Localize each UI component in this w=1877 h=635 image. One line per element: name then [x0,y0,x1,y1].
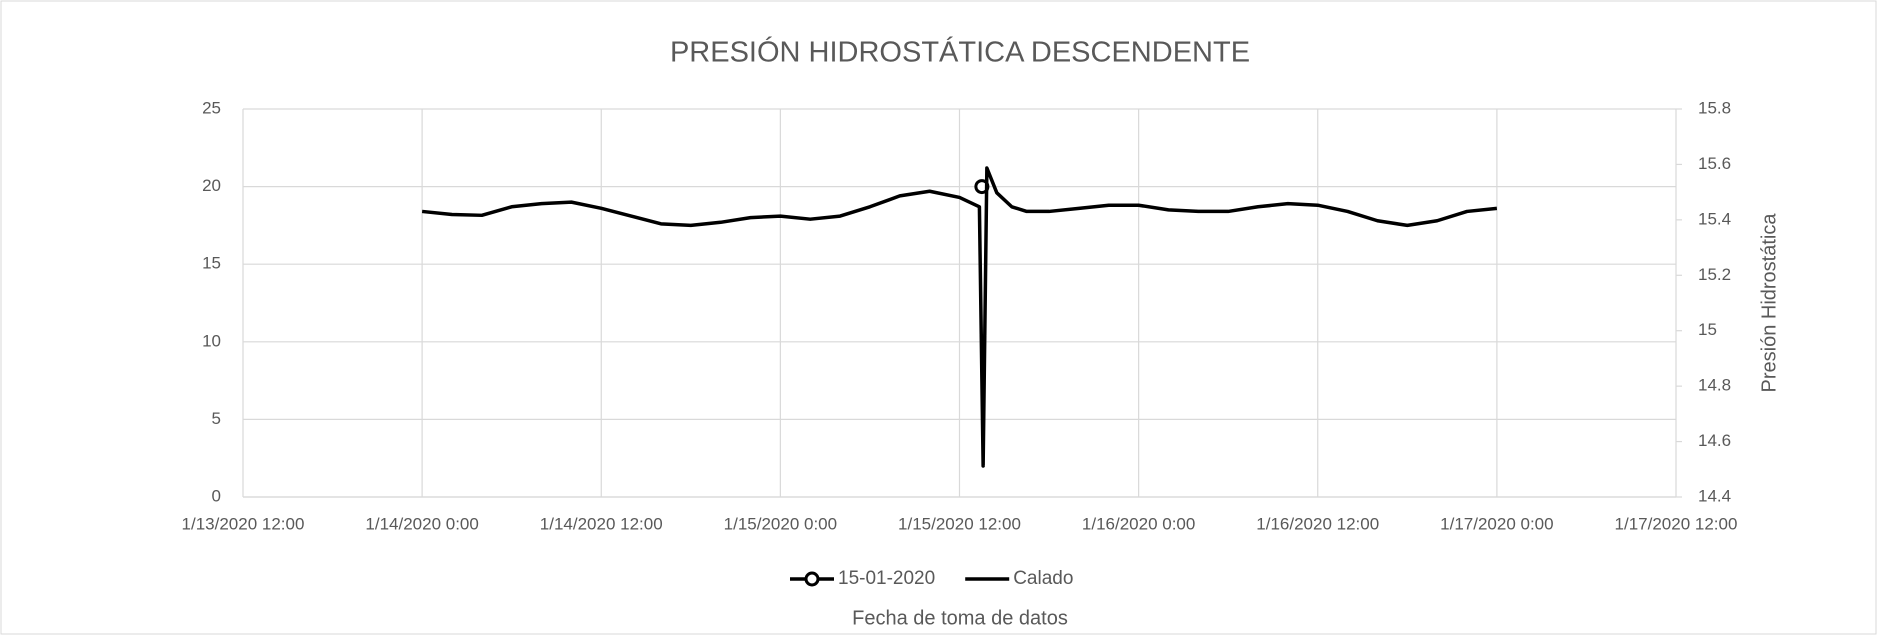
y-tick-label: 0 [212,486,221,505]
line-series [421,166,1498,468]
legend-label: 15-01-2020 [838,568,935,589]
y-tick-label: 25 [202,98,221,117]
x-tick-label: 1/13/2020 12:00 [182,514,305,533]
y2-tick-label: 15.6 [1698,154,1731,173]
x-tick-label: 1/15/2020 0:00 [724,514,837,533]
y-tick-label: 5 [212,409,221,428]
x-tick-label: 1/17/2020 12:00 [1615,514,1738,533]
x-tick-label: 1/16/2020 0:00 [1082,514,1195,533]
y-tick-label: 15 [202,254,221,273]
legend-marker [804,571,820,587]
x-tick-label: 1/16/2020 12:00 [1256,514,1379,533]
x-tick-label: 1/17/2020 0:00 [1440,514,1553,533]
y-tick-label: 10 [202,331,221,350]
legend-label: Calado [1013,568,1073,589]
y2-axis-title: Presión Hidrostática [1758,213,1780,393]
y-tick-label: 20 [202,176,221,195]
x-tick-label: 1/15/2020 12:00 [898,514,1021,533]
y2-tick-label: 15.4 [1698,209,1731,228]
y2-tick-label: 14.4 [1698,486,1731,505]
y2-tick-label: 14.8 [1698,376,1731,395]
y2-tick-label: 15.2 [1698,265,1731,284]
y2-tick-label: 15.8 [1698,98,1731,117]
y2-tick-label: 14.6 [1698,431,1731,450]
x-axis-title: Fecha de toma de datos [852,607,1068,629]
x-tick-label: 1/14/2020 0:00 [365,514,478,533]
y2-tick-label: 15 [1698,320,1717,339]
x-tick-label: 1/14/2020 12:00 [540,514,663,533]
chart-title: PRESIÓN HIDROSTÁTICA DESCENDENTE [670,36,1250,69]
